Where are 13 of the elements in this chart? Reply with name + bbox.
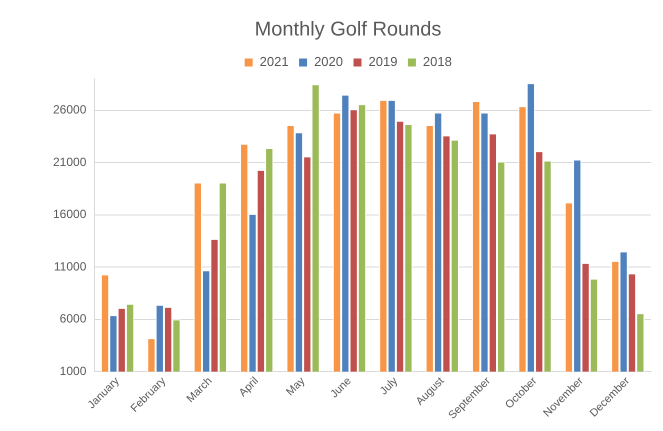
x-tick-label: July <box>378 374 400 398</box>
y-tick-label: 21000 <box>52 154 87 169</box>
y-tick-label: 1000 <box>60 364 87 378</box>
legend-label: 2018 <box>422 54 452 70</box>
legend-label: 2019 <box>368 54 398 70</box>
y-tick-label: 26000 <box>52 102 87 117</box>
legend-label: 2020 <box>314 54 343 70</box>
legend-label: 2021 <box>260 54 289 70</box>
y-tick-label: 6000 <box>60 312 87 326</box>
y-tick-label: 11000 <box>54 259 87 274</box>
chart-title: Monthly Golf Rounds <box>254 18 442 41</box>
y-tick-label: 16000 <box>52 207 87 222</box>
x-tick-label: May <box>284 374 308 398</box>
